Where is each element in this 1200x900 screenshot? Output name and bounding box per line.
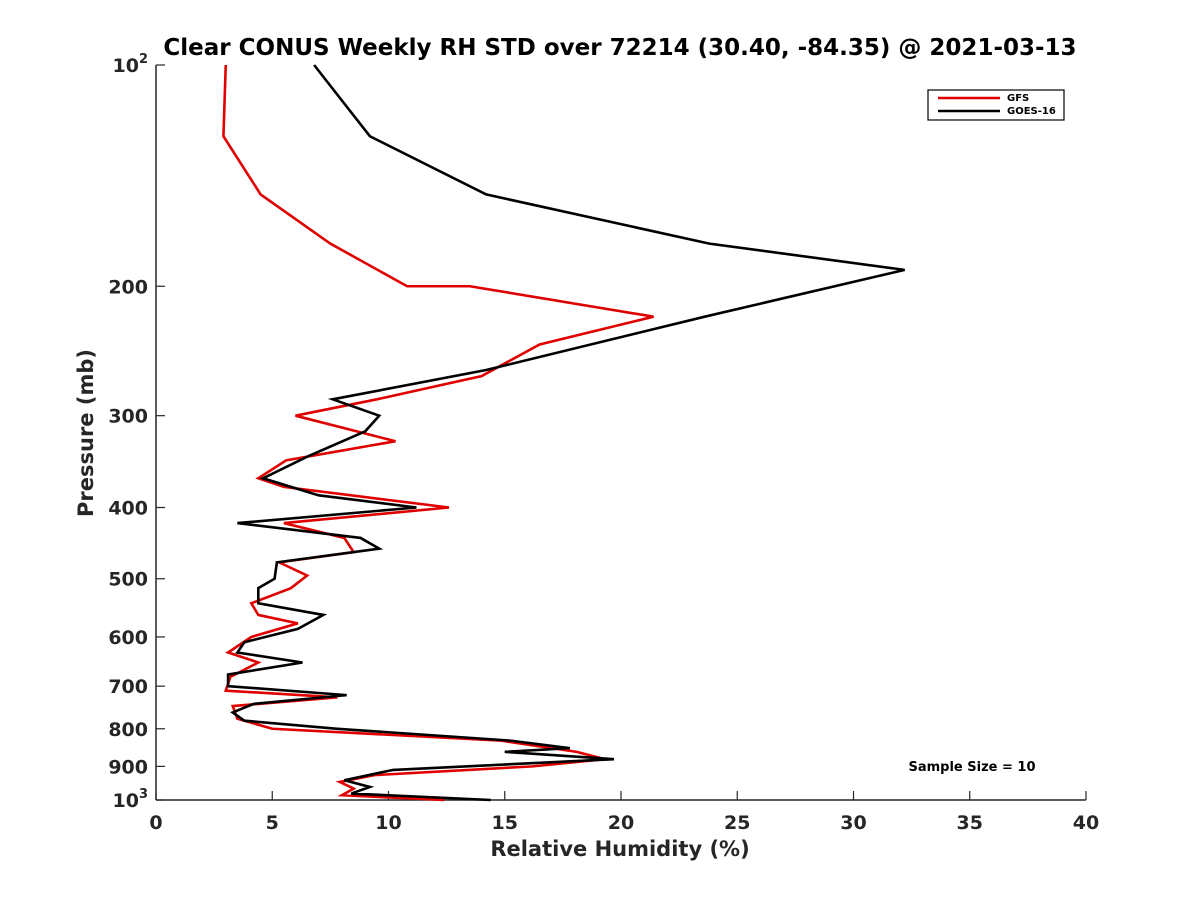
x-tick-label: 25 — [724, 812, 750, 834]
y-tick-label: 400 — [108, 498, 148, 520]
x-tick-label: 30 — [840, 812, 866, 834]
plot-area: 0 5 10 15 20 25 30 35 40 200 300 400 500 600 700 800 900… — [108, 52, 1099, 834]
y-tick-label: 500 — [108, 569, 148, 591]
x-tick-label: 20 — [608, 812, 634, 834]
x-tick-label: 10 — [375, 812, 401, 834]
legend-box — [927, 89, 1065, 121]
legend-label-goes16: GOES-16 — [1007, 106, 1056, 117]
y-axis-label: Pressure (mb) — [74, 349, 98, 517]
series-line-gfs — [222, 64, 654, 802]
y-tick-label: 900 — [108, 756, 148, 778]
legend: GFS GOES-16 — [927, 89, 1065, 121]
y-tick-label: 700 — [108, 676, 148, 698]
y-tick-bottom-label: 103 — [113, 787, 149, 812]
x-tick-label: 35 — [957, 812, 983, 834]
x-axis-label: Relative Humidity (%) — [490, 837, 749, 861]
x-tick-label: 0 — [149, 812, 162, 834]
legend-label-gfs: GFS — [1007, 93, 1029, 104]
x-tick-label: 40 — [1073, 812, 1099, 834]
y-tick-label: 300 — [108, 406, 148, 428]
y-tick-label: 800 — [108, 719, 148, 741]
y-tick-top-label: 102 — [113, 52, 149, 77]
series-line-goes16 — [226, 64, 905, 802]
x-tick-label: 15 — [492, 812, 518, 834]
y-tick-label: 200 — [108, 276, 148, 298]
x-tick-label: 5 — [266, 812, 279, 834]
sample-size-annotation: Sample Size = 10 — [908, 760, 1035, 775]
y-tick-label: 600 — [108, 627, 148, 649]
chart-title: Clear CONUS Weekly RH STD over 72214 (30… — [163, 35, 1076, 61]
